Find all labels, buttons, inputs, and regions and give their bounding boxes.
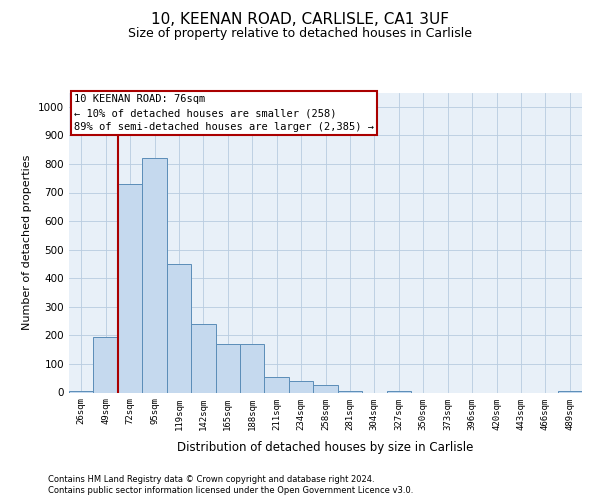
Bar xyxy=(167,264,191,392)
Text: Contains public sector information licensed under the Open Government Licence v3: Contains public sector information licen… xyxy=(48,486,413,495)
Bar xyxy=(338,391,362,392)
Bar xyxy=(557,391,582,392)
Bar xyxy=(142,158,167,392)
Bar xyxy=(191,324,215,392)
Text: 10, KEENAN ROAD, CARLISLE, CA1 3UF: 10, KEENAN ROAD, CARLISLE, CA1 3UF xyxy=(151,12,449,28)
Bar xyxy=(215,344,240,393)
Bar xyxy=(118,184,142,392)
Text: Contains HM Land Registry data © Crown copyright and database right 2024.: Contains HM Land Registry data © Crown c… xyxy=(48,475,374,484)
Bar xyxy=(240,344,265,393)
X-axis label: Distribution of detached houses by size in Carlisle: Distribution of detached houses by size … xyxy=(178,440,473,454)
Bar xyxy=(94,337,118,392)
Bar xyxy=(386,391,411,392)
Bar xyxy=(265,377,289,392)
Text: 10 KEENAN ROAD: 76sqm
← 10% of detached houses are smaller (258)
89% of semi-det: 10 KEENAN ROAD: 76sqm ← 10% of detached … xyxy=(74,94,374,132)
Bar xyxy=(69,391,94,392)
Bar xyxy=(289,381,313,392)
Y-axis label: Number of detached properties: Number of detached properties xyxy=(22,155,32,330)
Bar xyxy=(313,386,338,392)
Text: Size of property relative to detached houses in Carlisle: Size of property relative to detached ho… xyxy=(128,28,472,40)
